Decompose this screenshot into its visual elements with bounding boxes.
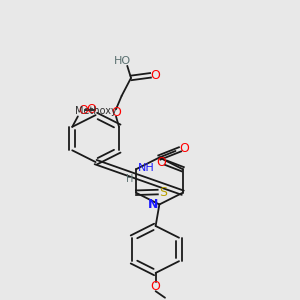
Text: O: O [156,156,166,169]
Text: O: O [150,69,160,82]
Text: Methoxy: Methoxy [75,106,116,116]
Text: HO: HO [114,56,131,66]
Text: N: N [147,198,158,211]
Text: O: O [111,106,121,119]
Text: O: O [78,104,88,117]
Text: O: O [180,142,189,155]
Text: O: O [86,103,96,116]
Text: S: S [159,186,167,199]
Text: O: O [151,280,160,293]
Text: H: H [126,174,134,184]
Text: NH: NH [138,163,155,172]
